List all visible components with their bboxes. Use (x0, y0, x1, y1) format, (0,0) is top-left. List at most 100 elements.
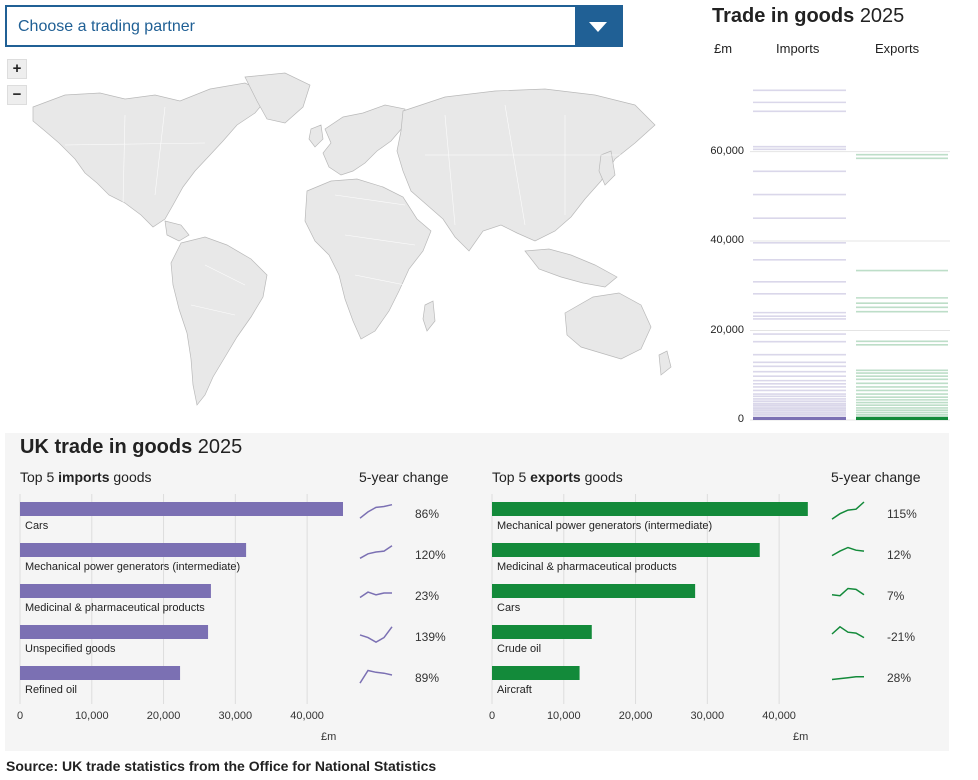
bar-tick-label: 40,000 (762, 710, 796, 722)
exports-heading-pre: Top 5 (492, 469, 531, 485)
bar[interactable] (20, 543, 247, 557)
exports-baseline (856, 417, 948, 420)
bar[interactable] (20, 625, 209, 639)
source-note: Source: UK trade statistics from the Off… (6, 758, 437, 774)
bar-axis-unit: £m (321, 731, 336, 743)
distribution-tick-label: 40,000 (710, 234, 744, 247)
bar-category-label: Refined oil (25, 684, 77, 696)
exports-heading-post: goods (580, 469, 623, 485)
imports-heading-pre: Top 5 (20, 469, 59, 485)
exports-heading: Top 5 exports goods (492, 469, 623, 485)
exports-column-label: Exports (875, 41, 920, 56)
sparkline (831, 625, 865, 639)
bar[interactable] (20, 502, 343, 516)
bar-category-label: Cars (497, 602, 521, 614)
bar[interactable] (492, 625, 592, 639)
exports-change-heading: 5-year change (831, 469, 921, 485)
bar-category-label: Mechanical power generators (intermediat… (497, 520, 712, 532)
sparkline (359, 626, 393, 643)
bar-tick-label: 20,000 (147, 710, 181, 722)
sparkline (359, 545, 393, 559)
dropdown-placeholder: Choose a trading partner (18, 18, 195, 35)
bar-category-label: Mechanical power generators (intermediat… (25, 561, 240, 573)
bar-category-label: Medicinal & pharmaceutical products (25, 602, 205, 614)
bar-category-label: Cars (25, 520, 49, 532)
chevron-down-icon[interactable] (575, 7, 621, 47)
japan[interactable] (598, 150, 616, 186)
imports-change-heading: 5-year change (359, 469, 449, 485)
bar-category-label: Medicinal & pharmaceutical products (497, 561, 677, 573)
distribution-tick-label: 20,000 (710, 323, 744, 336)
exports-heading-bold: exports (530, 469, 581, 485)
change-value: 115% (887, 507, 917, 521)
uk[interactable] (308, 124, 324, 148)
bar[interactable] (492, 502, 808, 516)
sparkline (831, 501, 865, 520)
bar-category-label: Crude oil (497, 643, 541, 655)
sparkline (359, 669, 393, 684)
distribution-tick-label: 60,000 (710, 144, 744, 157)
imports-heading: Top 5 imports goods (20, 469, 152, 485)
bar-tick-label: 0 (17, 710, 23, 722)
indonesia[interactable] (524, 248, 618, 288)
lower-title-text: UK trade in goods (20, 436, 193, 458)
bar-tick-label: 30,000 (691, 710, 725, 722)
north-america[interactable] (32, 82, 271, 228)
imports-baseline (753, 417, 846, 420)
imports-heading-post: goods (109, 469, 152, 485)
exports-bar-chart: 0 10,000 20,000 30,000 40,000 £m Mechanical po… (489, 494, 917, 743)
distribution-title: Trade in goods 2025 (712, 5, 904, 28)
bar-tick-label: 10,000 (75, 710, 109, 722)
imports-bar-chart: 0 10,000 20,000 30,000 40,000 £m Cars 86% Mechan… (17, 494, 446, 743)
bar-tick-label: 0 (489, 710, 495, 722)
sparkline (831, 676, 864, 681)
bar-category-label: Unspecified goods (25, 643, 116, 655)
change-value: 89% (415, 671, 439, 685)
sparkline (359, 591, 392, 599)
bar-tick-label: 10,000 (547, 710, 581, 722)
central-america[interactable] (164, 220, 190, 242)
sparkline (831, 546, 865, 557)
trading-partner-dropdown[interactable]: Choose a trading partner (5, 5, 623, 47)
imports-column-label: Imports (776, 41, 820, 56)
greenland[interactable] (244, 72, 311, 124)
bar-axis-unit: £m (793, 731, 808, 743)
bar-tick-label: 40,000 (290, 710, 324, 722)
change-value: 28% (887, 671, 911, 685)
zoom-in-button[interactable]: + (7, 59, 27, 79)
south-america[interactable] (170, 236, 268, 406)
bar[interactable] (492, 666, 580, 680)
change-value: 12% (887, 548, 911, 562)
bar[interactable] (20, 584, 211, 598)
australia[interactable] (564, 292, 652, 360)
change-value: 139% (415, 630, 446, 644)
imports-heading-bold: imports (58, 469, 110, 485)
asia[interactable] (396, 88, 656, 252)
lower-title-year: 2025 (197, 436, 243, 458)
distribution-tick-label: 0 (737, 413, 744, 425)
distribution-chart (750, 89, 950, 421)
madagascar[interactable] (422, 300, 436, 332)
distribution-title-year: 2025 (859, 5, 905, 27)
bar[interactable] (492, 543, 760, 557)
change-value: -21% (887, 630, 915, 644)
bar[interactable] (492, 584, 696, 598)
change-value: 7% (887, 589, 905, 603)
distribution-title-text: Trade in goods (712, 5, 855, 27)
africa[interactable] (304, 178, 432, 340)
world-map[interactable] (5, 55, 685, 420)
europe[interactable] (322, 104, 406, 176)
distribution-unit: £m (714, 41, 733, 56)
bar[interactable] (20, 666, 181, 680)
lower-title: UK trade in goods 2025 (20, 436, 242, 459)
bar-tick-label: 20,000 (619, 710, 653, 722)
sparkline (359, 503, 393, 519)
bar-tick-label: 30,000 (219, 710, 253, 722)
change-value: 120% (415, 548, 446, 562)
bar-category-label: Aircraft (497, 684, 532, 696)
sparkline (831, 587, 865, 597)
zoom-out-button[interactable]: − (7, 85, 27, 105)
change-value: 23% (415, 589, 439, 603)
new-zealand[interactable] (658, 350, 672, 376)
change-value: 86% (415, 507, 439, 521)
